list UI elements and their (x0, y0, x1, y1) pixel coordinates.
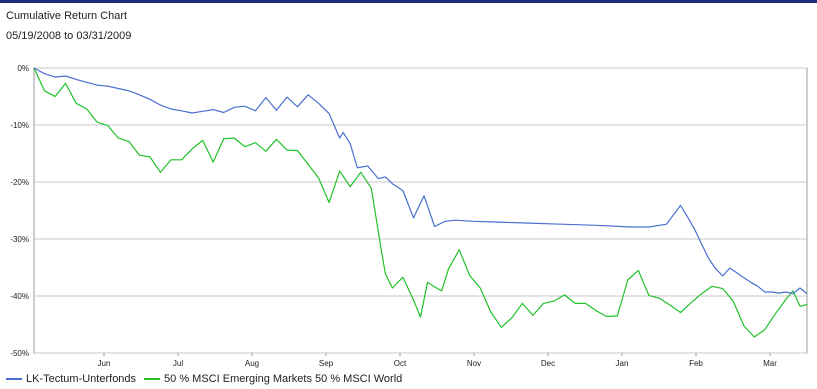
legend-swatch-series-2 (144, 378, 161, 380)
x-tick-label: Aug (245, 359, 259, 368)
chart-title: Cumulative Return Chart (6, 10, 128, 22)
x-tick-label: Dec (541, 359, 555, 368)
x-tick-label: Jul (173, 359, 183, 368)
chart-legend: LK-Tectum-Unterfonds 50 % MSCI Emerging … (6, 373, 410, 385)
legend-label-series-1: LK-Tectum-Unterfonds (26, 373, 137, 385)
top-border (0, 0, 817, 3)
x-tick-label: Nov (467, 359, 481, 368)
x-tick-label: Feb (689, 359, 703, 368)
series-line-1 (33, 67, 808, 295)
x-tick-label: Sep (319, 359, 334, 368)
plot-area (33, 67, 808, 354)
y-tick-label: -40% (10, 292, 29, 301)
series-line-2 (33, 67, 808, 338)
y-tick-label: -30% (10, 235, 29, 244)
y-tick-label: -10% (10, 121, 29, 130)
legend-item-series-1: LK-Tectum-Unterfonds (6, 373, 136, 385)
legend-item-series-2: 50 % MSCI Emerging Markets 50 % MSCI Wor… (144, 373, 402, 385)
x-tick-label: Jan (616, 359, 629, 368)
x-tick-label: Oct (394, 359, 407, 368)
x-tick-label: Mar (763, 359, 777, 368)
legend-label-series-2: 50 % MSCI Emerging Markets 50 % MSCI Wor… (164, 373, 403, 385)
legend-swatch-series-1 (6, 378, 22, 380)
x-tick-label: Jun (98, 359, 111, 368)
y-tick-label: -20% (10, 178, 29, 187)
y-tick-label: 0% (17, 64, 29, 73)
chart-subtitle: 05/19/2008 to 03/31/2009 (6, 30, 132, 42)
y-tick-label: -50% (10, 349, 29, 358)
